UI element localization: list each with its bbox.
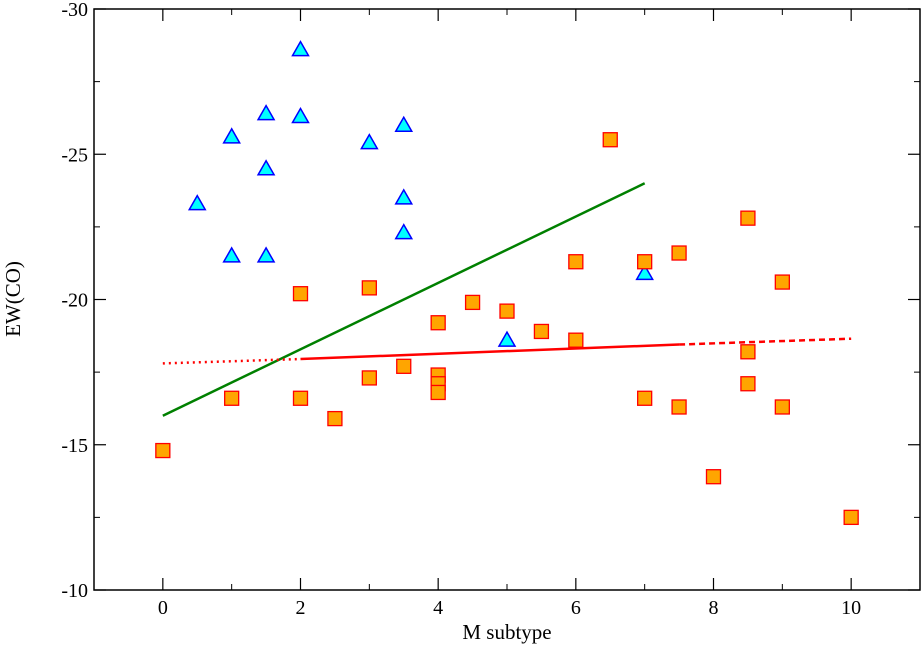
- square-point: [568, 332, 584, 348]
- tick-labels: 0 2 4 6 8 10 -10 -15 -20 -25 -30: [61, 0, 861, 619]
- line-green-fit: [162, 182, 646, 417]
- x-tick-label: 4: [433, 597, 443, 619]
- x-tick-label: 8: [709, 597, 719, 619]
- square-point: [671, 399, 687, 415]
- y-tick-label: -30: [61, 0, 88, 21]
- y-axis-title: EW(CO): [1, 261, 25, 337]
- triangle-point: [256, 104, 276, 121]
- triangle-point: [222, 246, 241, 263]
- square-point: [705, 469, 722, 485]
- triangle-point: [256, 246, 276, 263]
- square-point: [155, 442, 171, 459]
- square-point: [843, 509, 859, 526]
- square-point: [740, 376, 756, 392]
- square-point: [464, 294, 481, 311]
- square-point: [292, 390, 309, 406]
- triangle-point: [256, 159, 276, 176]
- triangle-point: [222, 127, 241, 144]
- plot-frame: [93, 8, 921, 591]
- triangle-point: [360, 133, 379, 150]
- triangle-point: [291, 40, 310, 57]
- y-tick-label: -20: [61, 290, 88, 312]
- square-point: [499, 303, 515, 319]
- triangle-point: [291, 106, 310, 124]
- square-point: [740, 344, 756, 360]
- x-tick-label: 6: [571, 597, 581, 619]
- square-point: [602, 132, 618, 148]
- line-red-fit-dashed: [679, 337, 852, 346]
- axis-ticks: [94, 8, 920, 591]
- square-point: [361, 370, 377, 386]
- line-red-fit-dotted: [162, 357, 301, 365]
- x-tick-label: 0: [158, 597, 168, 619]
- y-tick-label: -15: [61, 435, 88, 457]
- triangle-point: [394, 223, 414, 240]
- triangle-point: [394, 188, 414, 205]
- y-tick-label: -10: [61, 580, 88, 602]
- line-red-fit-solid: [300, 343, 680, 361]
- triangle-point: [394, 115, 414, 132]
- fit-lines: [162, 182, 852, 417]
- square-point: [568, 254, 584, 270]
- y-tick-label: -25: [61, 144, 88, 166]
- square-point: [671, 245, 687, 261]
- square-point: [224, 390, 240, 406]
- triangle-point: [635, 263, 654, 281]
- triangle-point: [497, 330, 517, 347]
- square-point: [740, 210, 756, 226]
- square-point: [292, 286, 309, 302]
- square-point: [533, 323, 550, 340]
- square-point: [327, 410, 343, 427]
- square-point: [774, 274, 790, 290]
- square-point: [637, 390, 653, 406]
- square-point: [637, 254, 653, 270]
- x-axis-title: M subtype: [462, 620, 551, 644]
- square-point: [396, 358, 412, 374]
- data-points: [155, 40, 859, 526]
- square-point: [361, 280, 377, 296]
- square-point: [430, 315, 446, 331]
- x-tick-label: 10: [841, 597, 861, 619]
- triangle-point: [187, 194, 207, 211]
- square-point: [774, 399, 790, 415]
- x-tick-label: 2: [296, 597, 306, 619]
- square-point: [430, 384, 446, 401]
